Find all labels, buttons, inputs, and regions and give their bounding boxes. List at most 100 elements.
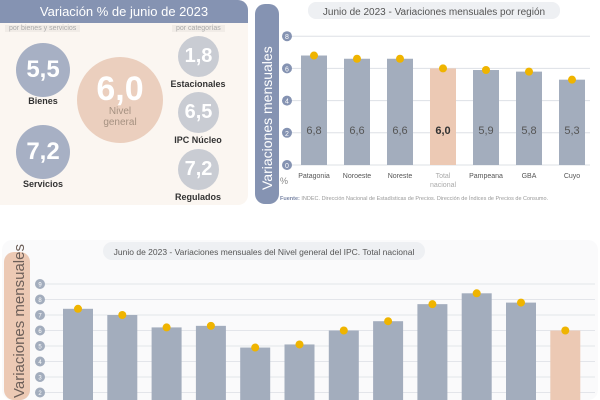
marker-dot xyxy=(428,300,437,309)
tick-marker xyxy=(35,310,45,320)
marker-dot xyxy=(295,340,304,349)
tick-marker xyxy=(35,325,45,336)
bar xyxy=(516,71,542,165)
marker-dot xyxy=(353,54,361,63)
marker-dot xyxy=(561,326,570,335)
left-caption: por bienes y servicios xyxy=(5,25,81,32)
bar xyxy=(195,325,226,400)
y-tick-label: 6 xyxy=(38,329,42,335)
marker-dot xyxy=(339,326,348,335)
tick-marker xyxy=(35,279,45,289)
y-tick-label: 8 xyxy=(285,34,289,41)
y-tick-label: 8 xyxy=(38,298,42,304)
bar xyxy=(417,304,448,400)
marker-dot xyxy=(568,75,576,84)
y-tick-label: 2 xyxy=(38,391,42,397)
tick-marker xyxy=(282,160,292,170)
y-tick-label: 2 xyxy=(285,131,289,138)
marker-dot xyxy=(482,66,490,75)
region-unit: % xyxy=(280,176,288,186)
bienes-value: 5,5 xyxy=(16,43,70,97)
ipc-chart: Variaciones mensuales Junio de 2023 - Va… xyxy=(2,240,598,400)
general-value: 6,0 xyxy=(96,70,144,108)
region-title-bg xyxy=(308,2,560,19)
servicios-value: 7,2 xyxy=(16,125,70,179)
x-tick-label: Noroeste xyxy=(343,173,372,180)
ipc-ylabel: Variaciones mensuales xyxy=(11,244,28,398)
nucleo-label: IPC Núcleo xyxy=(174,135,222,145)
region-ylabel: Variaciones mensuales xyxy=(259,46,275,190)
marker-dot xyxy=(118,311,127,319)
region-ylabel-panel xyxy=(255,4,279,204)
bar xyxy=(240,347,271,400)
marker-dot xyxy=(384,317,393,326)
x-tick-label: GBA xyxy=(522,173,537,180)
bienes-label: Bienes xyxy=(28,96,58,106)
y-tick-label: 9 xyxy=(38,283,42,289)
ipc-title: Junio de 2023 - Variaciones mensuales de… xyxy=(114,247,415,257)
general-label-1: Nivel xyxy=(108,106,132,117)
bar xyxy=(301,55,327,165)
data-label: 6,0 xyxy=(435,125,450,137)
x-tick-label: Total xyxy=(436,173,451,180)
x-tick-label: Pampeana xyxy=(469,173,503,180)
bar xyxy=(107,315,138,400)
marker-dot xyxy=(162,323,171,332)
tick-marker xyxy=(282,95,292,106)
tick-marker xyxy=(35,372,45,382)
marker-dot xyxy=(472,289,481,298)
summary-title: Variación % de junio de 2023 xyxy=(0,0,248,23)
ipc-title-bg xyxy=(103,242,425,260)
marker-dot xyxy=(310,51,318,60)
region-title: Junio de 2023 - Variaciones mensuales po… xyxy=(323,7,545,18)
general-circle: 6,0 Nivel general xyxy=(77,57,163,143)
y-tick-label: 3 xyxy=(38,376,42,382)
ipc-chart-bg xyxy=(2,240,598,400)
y-tick-label: 5 xyxy=(38,345,42,351)
bar xyxy=(151,327,182,400)
bar xyxy=(550,330,581,400)
estacionales-value: 1,8 xyxy=(178,36,219,77)
y-tick-label: 4 xyxy=(38,360,42,366)
bar xyxy=(506,302,536,400)
x-tick-label: Noreste xyxy=(388,173,413,180)
servicios-label: Servicios xyxy=(22,179,64,189)
ipc-ylabel-panel xyxy=(4,252,30,400)
bar xyxy=(373,321,404,400)
summary-panel: Variación % de junio de 2023 por bienes … xyxy=(0,0,248,205)
regulados-label: Regulados xyxy=(174,192,221,202)
tick-marker xyxy=(282,63,292,74)
tick-marker xyxy=(282,31,292,42)
estacionales-label: Estacionales xyxy=(170,79,226,89)
marker-dot xyxy=(251,343,260,352)
right-caption: por categorías xyxy=(172,25,225,32)
data-label: 6,8 xyxy=(306,125,321,137)
bar xyxy=(344,58,370,165)
tick-marker xyxy=(282,127,292,138)
bar xyxy=(473,70,499,165)
general-label-2: general xyxy=(103,117,137,128)
x-tick-label: Patagonia xyxy=(298,173,330,180)
bar xyxy=(284,344,315,400)
data-label: 6,6 xyxy=(392,125,407,137)
marker-dot xyxy=(74,304,82,313)
tick-marker xyxy=(35,294,45,305)
marker-dot xyxy=(206,321,215,330)
svg-text:Fuente: INDEC. Dirección Nacio: Fuente: INDEC. Dirección Nacional de Est… xyxy=(280,195,549,202)
marker-dot xyxy=(517,298,525,307)
nucleo-value: 6,5 xyxy=(178,92,219,133)
region-chart: Variaciones mensuales Junio de 2023 - Va… xyxy=(255,2,590,204)
tick-marker xyxy=(35,387,45,398)
marker-dot xyxy=(396,54,404,63)
bar xyxy=(328,330,359,400)
data-label: 5,3 xyxy=(564,125,579,137)
bar xyxy=(461,293,492,400)
regulados-value: 7,2 xyxy=(178,149,219,190)
marker-dot xyxy=(439,64,447,73)
source-bold: Fuente: xyxy=(280,196,300,202)
bar xyxy=(559,79,585,165)
data-label: 5,8 xyxy=(521,125,536,137)
bar xyxy=(387,58,413,165)
y-tick-label: 6 xyxy=(285,66,289,73)
tick-marker xyxy=(35,356,45,367)
